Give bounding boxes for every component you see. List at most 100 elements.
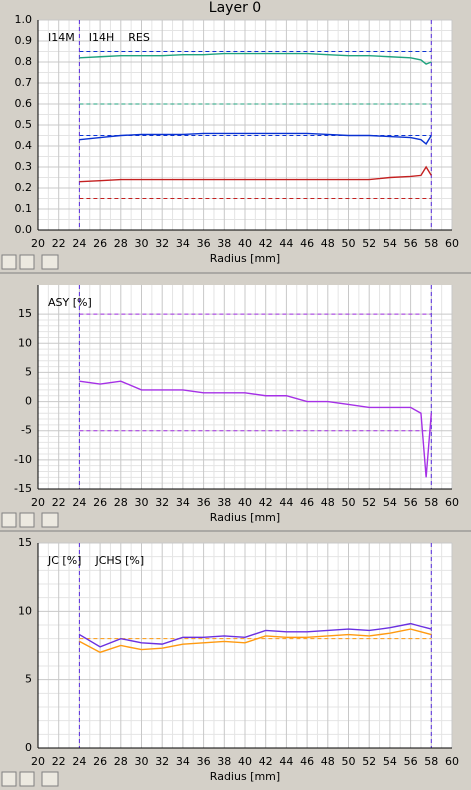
x-tick-label: 28: [114, 496, 128, 509]
x-tick-label: 28: [114, 237, 128, 250]
x-tick-label: 34: [176, 755, 190, 768]
toolbar: [1, 254, 59, 787]
x-tick-label: 26: [93, 237, 107, 250]
x-tick-label: 40: [238, 755, 252, 768]
x-tick-label: 30: [135, 237, 149, 250]
zoom-button[interactable]: [1, 512, 17, 528]
x-tick-label: 44: [279, 237, 293, 250]
y-tick-label: 0: [25, 395, 32, 408]
y-tick-label: 0.5: [15, 118, 33, 131]
x-tick-label: 60: [445, 237, 459, 250]
y-tick-label: -15: [14, 482, 32, 495]
x-tick-label: 52: [362, 496, 376, 509]
x-tick-label: 28: [114, 755, 128, 768]
x-tick-label: 60: [445, 496, 459, 509]
x-tick-label: 20: [31, 237, 45, 250]
x-tick-label: 26: [93, 496, 107, 509]
x-tick-label: 32: [155, 496, 169, 509]
x-tick-label: 46: [300, 496, 314, 509]
x-tick-label: 38: [217, 496, 231, 509]
x-tick-label: 56: [404, 755, 418, 768]
data-line: [79, 380, 432, 478]
y-tick-label: 0.3: [15, 160, 33, 173]
x-tick-label: 32: [155, 755, 169, 768]
y-tick-label: 0: [25, 741, 32, 754]
x-tick-label: 56: [404, 496, 418, 509]
x-tick-label: 46: [300, 755, 314, 768]
cursor-button[interactable]: [19, 512, 35, 528]
window-title: Layer 0: [209, 0, 261, 16]
x-tick-label: 52: [362, 755, 376, 768]
y-tick-label: 10: [18, 604, 32, 617]
pan-button[interactable]: [41, 512, 59, 528]
x-tick-label: 22: [52, 237, 66, 250]
zoom-button[interactable]: [1, 771, 17, 787]
x-tick-label: 54: [383, 755, 397, 768]
legend-entry: JCHS [%]: [94, 554, 144, 567]
y-tick-label: 1.0: [15, 13, 33, 26]
x-tick-label: 36: [197, 755, 211, 768]
x-tick-label: 44: [279, 755, 293, 768]
y-tick-label: 0.1: [15, 202, 33, 215]
y-tick-label: 15: [18, 536, 32, 549]
x-tick-label: 30: [135, 755, 149, 768]
x-tick-label: 60: [445, 755, 459, 768]
x-tick-label: 58: [424, 496, 438, 509]
y-tick-label: 5: [25, 673, 32, 686]
x-tick-label: 42: [259, 755, 273, 768]
x-tick-label: 24: [72, 237, 86, 250]
x-tick-label: 34: [176, 237, 190, 250]
y-tick-label: 5: [25, 365, 32, 378]
zoom-button[interactable]: [1, 254, 17, 270]
x-tick-label: 48: [321, 755, 335, 768]
data-line: [79, 628, 432, 654]
pan-button[interactable]: [41, 771, 59, 787]
y-tick-label: 0.6: [15, 97, 33, 110]
x-tick-label: 40: [238, 237, 252, 250]
x-tick-label: 30: [135, 496, 149, 509]
x-tick-label: 32: [155, 237, 169, 250]
x-tick-label: 26: [93, 755, 107, 768]
y-tick-label: 10: [18, 336, 32, 349]
y-tick-label: 0.0: [15, 223, 33, 236]
x-tick-label: 58: [424, 755, 438, 768]
x-tick-label: 36: [197, 496, 211, 509]
y-tick-label: 0.2: [15, 181, 33, 194]
x-tick-label: 58: [424, 237, 438, 250]
x-tick-label: 52: [362, 237, 376, 250]
pan-button[interactable]: [41, 254, 59, 270]
x-tick-label: 38: [217, 755, 231, 768]
x-tick-label: 44: [279, 496, 293, 509]
cursor-button[interactable]: [19, 254, 35, 270]
y-tick-label: 0.7: [15, 76, 33, 89]
x-tick-label: 50: [342, 496, 356, 509]
x-tick-label: 50: [342, 755, 356, 768]
x-tick-label: 46: [300, 237, 314, 250]
data-line: [79, 165, 432, 183]
x-tick-label: 40: [238, 496, 252, 509]
x-tick-label: 54: [383, 496, 397, 509]
x-tick-label: 36: [197, 237, 211, 250]
data-line: [79, 132, 432, 145]
y-tick-label: 0.8: [15, 55, 33, 68]
legend-entry: JC [%]: [47, 554, 81, 567]
x-tick-label: 48: [321, 496, 335, 509]
x-tick-label: 48: [321, 237, 335, 250]
y-tick-label: -10: [14, 453, 32, 466]
x-tick-label: 20: [31, 496, 45, 509]
legend-entry: I14H: [89, 31, 115, 44]
x-tick-label: 54: [383, 237, 397, 250]
x-tick-label: 20: [31, 755, 45, 768]
x-tick-label: 24: [72, 755, 86, 768]
x-tick-label: 50: [342, 237, 356, 250]
x-tick-label: 38: [217, 237, 231, 250]
y-tick-label: 0.4: [15, 139, 33, 152]
cursor-button[interactable]: [19, 771, 35, 787]
data-line: [79, 52, 432, 65]
legend-entry: RES: [128, 31, 150, 44]
y-tick-label: 0.9: [15, 34, 33, 47]
x-tick-label: 56: [404, 237, 418, 250]
x-tick-label: 34: [176, 496, 190, 509]
